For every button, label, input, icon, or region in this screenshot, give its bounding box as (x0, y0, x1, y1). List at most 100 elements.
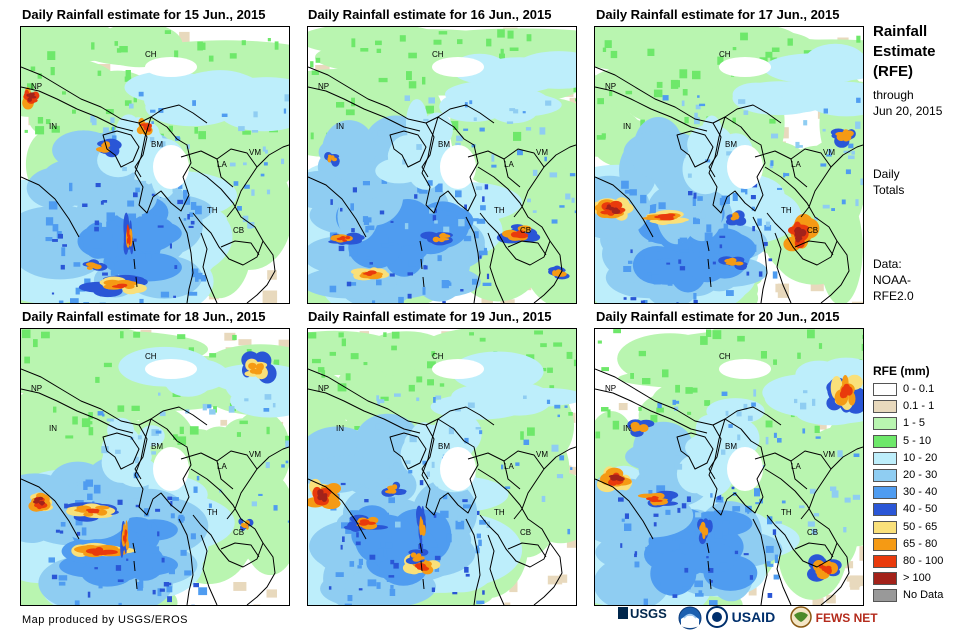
fewsnet-logo-text: FEWS NET (815, 611, 878, 625)
region-label: TH (494, 206, 505, 215)
usaid-logo: USAID (706, 606, 775, 628)
noaa-logo-icon (678, 606, 702, 630)
legend-label: > 100 (903, 572, 931, 585)
panel-title-5: Daily Rainfall estimate for 19 Jun., 201… (308, 309, 552, 324)
panel-title-2: Daily Rainfall estimate for 16 Jun., 201… (308, 7, 552, 22)
region-label: NP (318, 384, 329, 393)
region-label: BM (151, 442, 163, 451)
region-label: CH (145, 352, 157, 361)
legend-label: 50 - 65 (903, 520, 938, 533)
region-label: LA (217, 462, 227, 471)
region-label: VM (536, 148, 548, 157)
region-label: VM (249, 148, 261, 157)
legend-swatch (873, 537, 897, 551)
legend-swatch (873, 434, 897, 448)
region-label: BM (438, 140, 450, 149)
data-source-line-1: Data: (873, 257, 902, 271)
usaid-seal-icon (706, 606, 728, 628)
legend-label: 0.1 - 1 (903, 400, 935, 413)
region-label: CB (233, 226, 244, 235)
legend-label: 20 - 30 (903, 469, 938, 481)
daily-totals: Daily Totals (873, 166, 904, 198)
through-label: through (873, 88, 914, 102)
usgs-logo: USGS (618, 606, 667, 621)
region-label: TH (207, 508, 218, 517)
legend-label: 10 - 20 (903, 451, 938, 464)
fewsnet-logo: FEWS NET (790, 606, 878, 628)
rainfall-map-panel-5: CH NP IN BM LA VM TH CB (307, 328, 577, 606)
region-label: TH (494, 508, 505, 517)
legend-swatch (873, 572, 897, 586)
side-title-line-3: (RFE) (873, 63, 913, 80)
rainfall-map-panel-4: CH NP IN BM LA VM TH CB (20, 328, 290, 606)
region-label: CH (432, 352, 444, 361)
region-label: NP (31, 384, 42, 393)
rainfall-map-panel-1: CH NP IN BM LA VM TH CB (20, 26, 290, 304)
region-label: NP (605, 384, 616, 393)
region-label: VM (536, 450, 548, 459)
region-label: BM (725, 140, 737, 149)
legend-label: 40 - 50 (903, 503, 938, 516)
region-label: NP (605, 82, 616, 91)
region-label: LA (791, 160, 801, 169)
region-label: LA (504, 462, 514, 471)
region-label: CB (233, 528, 244, 537)
legend-swatch (873, 520, 897, 534)
region-label: TH (781, 508, 792, 517)
legend-swatch (873, 451, 897, 465)
noaa-logo (678, 606, 702, 633)
region-label: CH (432, 50, 444, 59)
legend-label: 5 - 10 (903, 434, 932, 447)
data-source: Data: NOAA- RFE2.0 (873, 256, 914, 304)
region-label: IN (336, 122, 344, 131)
legend-swatch (873, 383, 897, 396)
region-label: LA (217, 160, 227, 169)
daily-totals-line-2: Totals (873, 183, 905, 197)
credit-text: Map produced by USGS/EROS (22, 614, 188, 626)
region-label: IN (623, 424, 631, 433)
region-label: NP (318, 82, 329, 91)
region-label: CB (520, 226, 531, 235)
through-date: through Jun 20, 2015 (873, 87, 942, 119)
fewsnet-globe-icon (790, 606, 812, 628)
daily-totals-line-1: Daily (873, 167, 900, 181)
side-title: Rainfall Estimate (RFE) (873, 22, 936, 82)
rainfall-map-panel-3: CH NP IN BM LA VM TH CB (594, 26, 864, 304)
region-label: VM (823, 148, 835, 157)
region-label: CH (719, 50, 731, 59)
region-label: LA (791, 462, 801, 471)
legend-swatch (873, 417, 897, 431)
region-label: BM (438, 442, 450, 451)
side-title-line-2: Estimate (873, 43, 936, 60)
region-label: TH (781, 206, 792, 215)
legend-label: 30 - 40 (903, 486, 938, 499)
region-label: BM (151, 140, 163, 149)
region-label: CB (520, 528, 531, 537)
legend-swatch (873, 469, 897, 482)
legend-swatch (873, 503, 897, 517)
legend-swatch (873, 486, 897, 500)
usgs-logo-text: USGS (630, 606, 667, 621)
legend-label: 65 - 80 (903, 537, 938, 550)
region-label: NP (31, 82, 42, 91)
region-label: VM (823, 450, 835, 459)
panel-title-3: Daily Rainfall estimate for 17 Jun., 201… (596, 7, 840, 22)
region-label: CB (807, 226, 818, 235)
legend-label: 80 - 100 (903, 555, 944, 567)
region-label: CB (807, 528, 818, 537)
rainfall-map-panel-2: CH NP IN BM LA VM TH CB (307, 26, 577, 304)
region-label: BM (725, 442, 737, 451)
usaid-logo-text: USAID (731, 609, 776, 625)
legend-label: 0 - 0.1 (903, 383, 935, 395)
panel-title-6: Daily Rainfall estimate for 20 Jun., 201… (596, 309, 840, 324)
rainfall-map-panel-6: CH NP IN BM LA VM TH CB (594, 328, 864, 606)
region-label: IN (336, 424, 344, 433)
side-title-line-1: Rainfall (873, 23, 928, 40)
data-source-line-3: RFE2.0 (873, 289, 914, 303)
region-label: LA (504, 160, 514, 169)
legend-label: No Data (903, 589, 944, 602)
legend-swatch (873, 555, 897, 568)
region-label: CH (145, 50, 157, 59)
panel-title-1: Daily Rainfall estimate for 15 Jun., 201… (22, 7, 266, 22)
region-label: VM (249, 450, 261, 459)
